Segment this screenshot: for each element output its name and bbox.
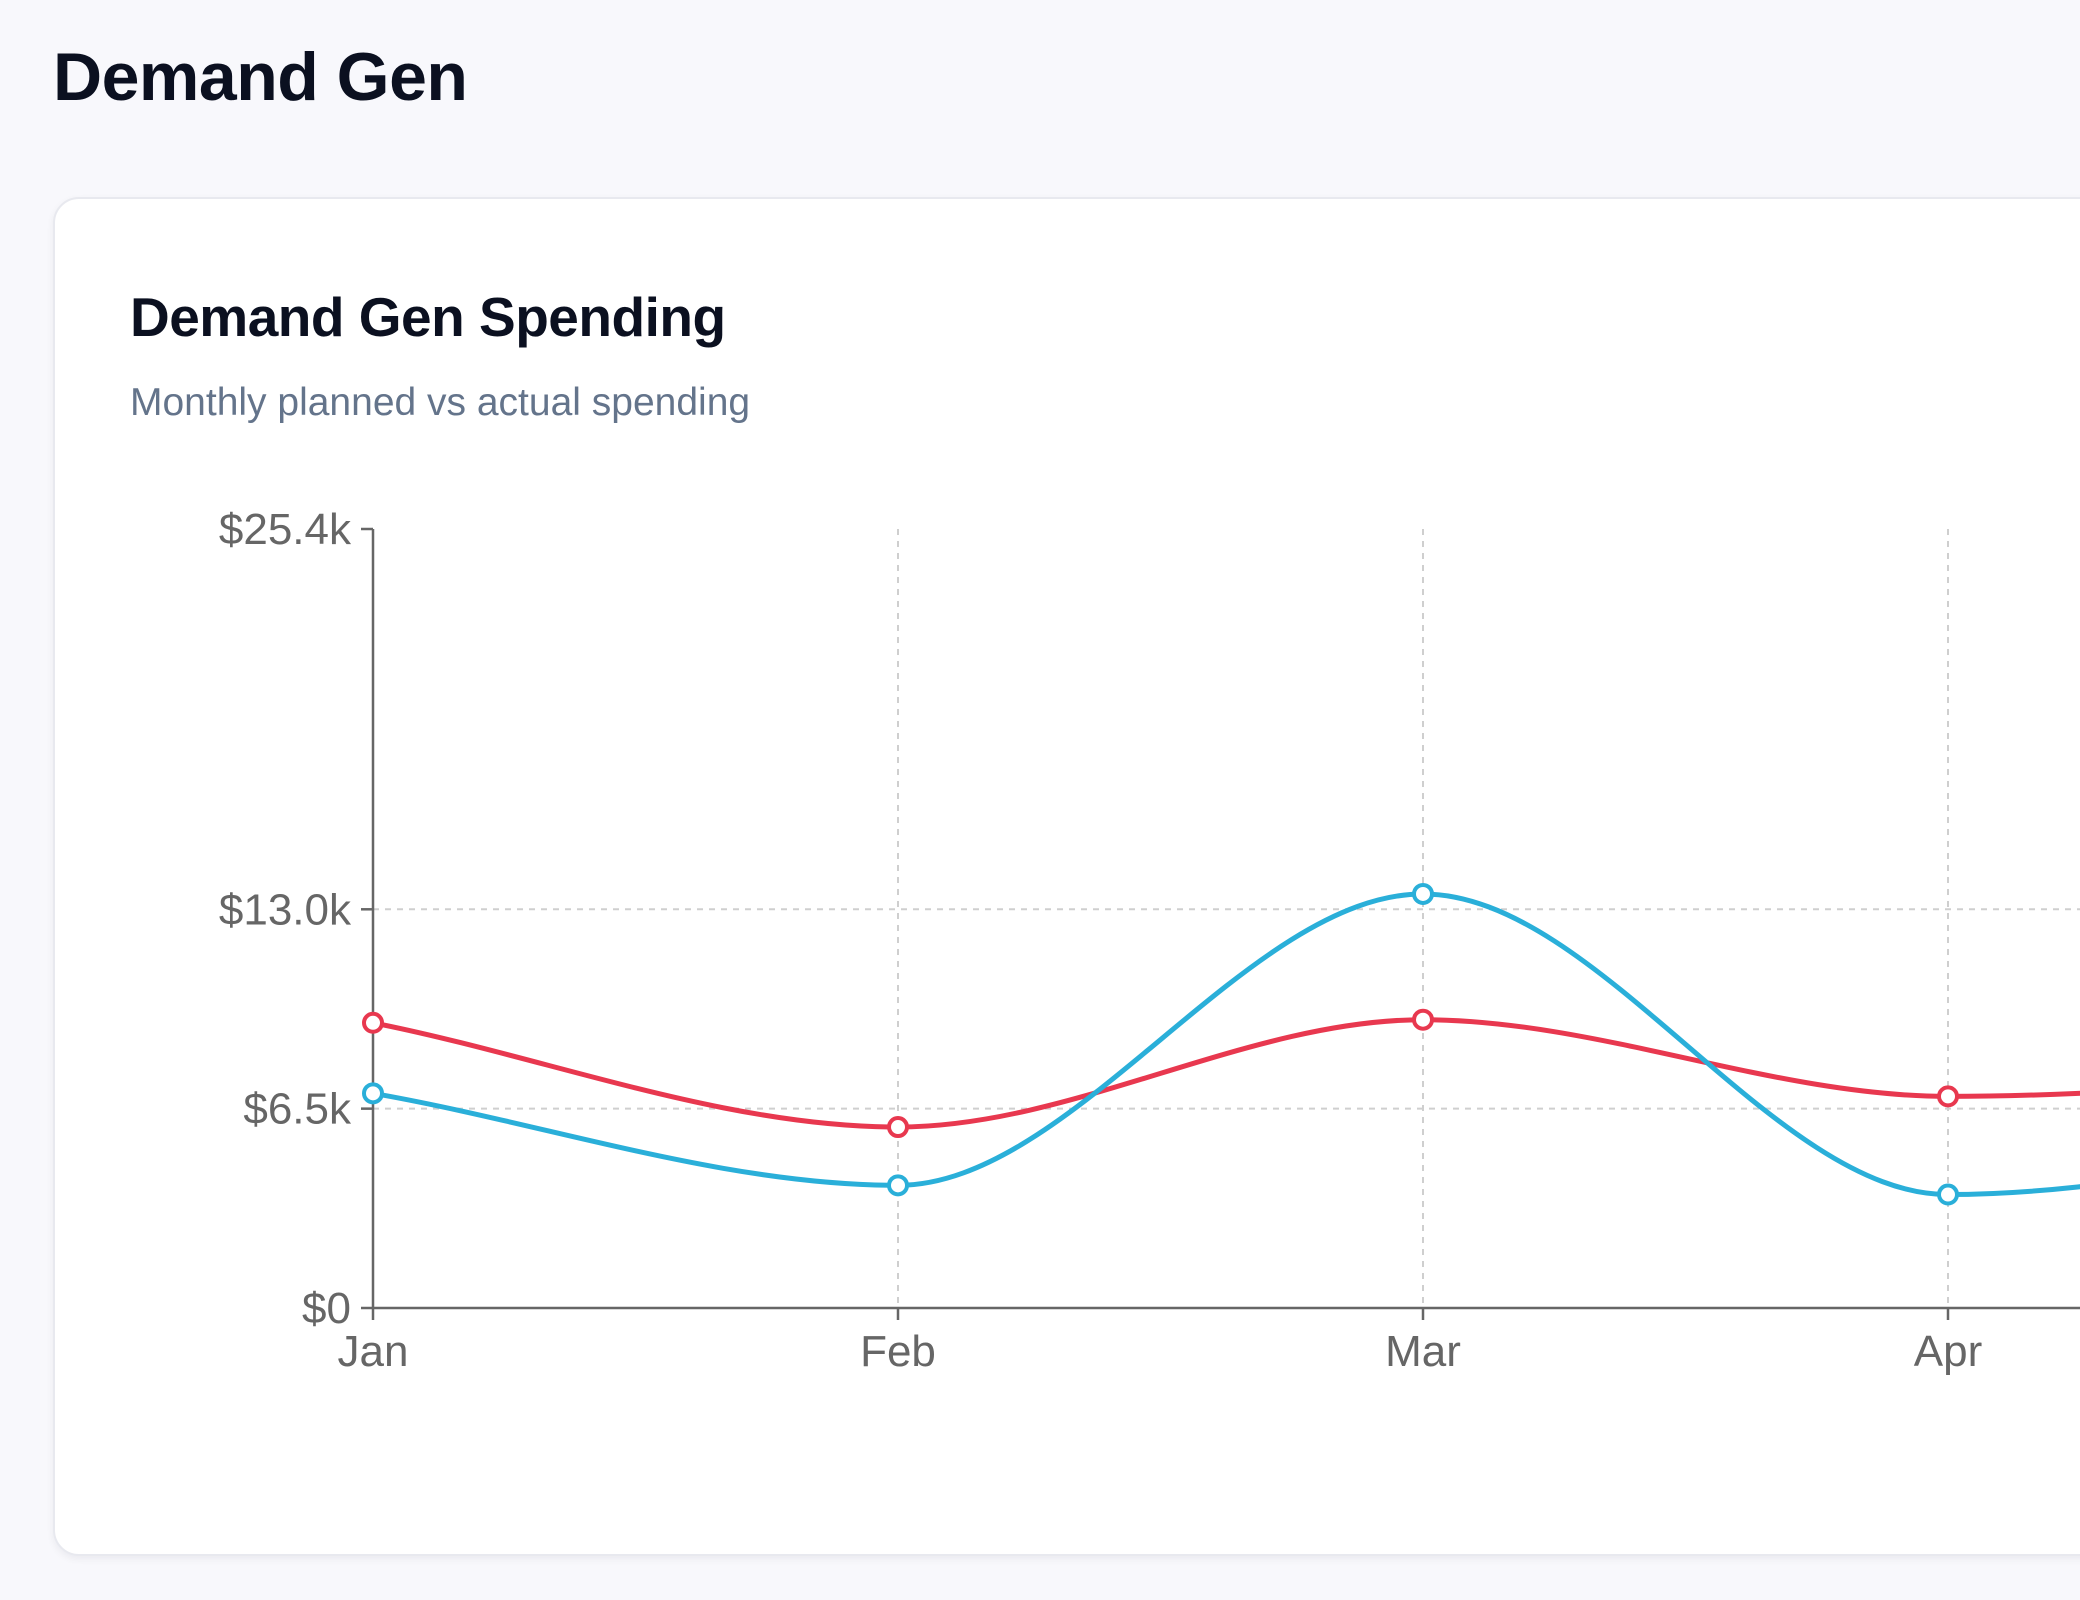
grid-lines xyxy=(373,529,2080,1308)
page-title: Demand Gen xyxy=(53,39,468,115)
data-point-1[interactable] xyxy=(1412,882,1434,905)
series-line-0 xyxy=(372,1017,2080,1130)
series-lines xyxy=(372,891,2080,1198)
spending-line-chart: $0$6.5k$13.0k$25.4kJanFebMarAprMay xyxy=(219,505,2080,1376)
data-point-1[interactable] xyxy=(887,1174,909,1197)
data-point-1[interactable] xyxy=(362,1082,384,1105)
y-tick-label: $6.5k xyxy=(243,1085,352,1134)
spending-card: Demand Gen Spending Monthly planned vs a… xyxy=(53,197,2080,1556)
x-tick-label: Mar xyxy=(1385,1327,1461,1376)
y-tick-label: $13.0k xyxy=(219,885,352,934)
data-point-0[interactable] xyxy=(1937,1085,1959,1108)
data-points xyxy=(362,882,1959,1206)
series-line-1 xyxy=(372,891,2080,1198)
data-point-1[interactable] xyxy=(1937,1183,1959,1206)
chart-axes: $0$6.5k$13.0k$25.4kJanFebMarAprMay xyxy=(219,505,2080,1376)
x-tick-label: Feb xyxy=(860,1327,936,1376)
y-tick-label: $25.4k xyxy=(219,505,352,554)
card-subtitle: Monthly planned vs actual spending xyxy=(130,381,751,424)
x-tick-label: Jan xyxy=(338,1327,409,1376)
card-title: Demand Gen Spending xyxy=(130,286,726,348)
data-point-0[interactable] xyxy=(1412,1008,1434,1031)
data-point-0[interactable] xyxy=(362,1011,384,1034)
x-tick-label: Apr xyxy=(1914,1327,1982,1376)
y-tick-label: $0 xyxy=(302,1284,351,1333)
data-point-0[interactable] xyxy=(887,1116,909,1139)
